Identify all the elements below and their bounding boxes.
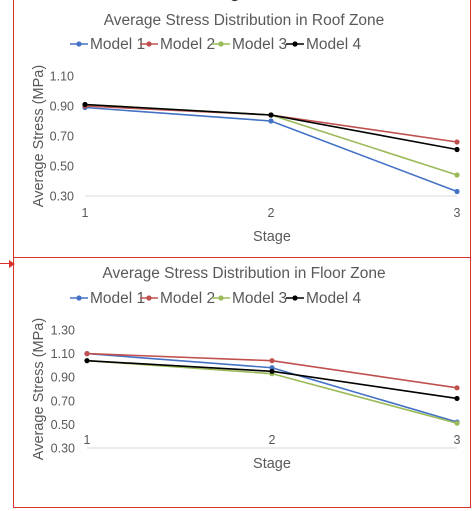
- data-point: [454, 139, 460, 145]
- panel-divider: [13, 257, 471, 258]
- legend-label: Model 1: [90, 290, 145, 307]
- legend-label: Model 3: [232, 290, 287, 307]
- pointer-line: [0, 263, 11, 264]
- data-point: [84, 358, 90, 364]
- data-point: [82, 101, 88, 108]
- x-tick-label: 3: [454, 433, 461, 447]
- x-tick-label: 2: [268, 206, 275, 220]
- chart-title: Average Stress Distribution in Floor Zon…: [102, 265, 385, 282]
- x-tick-label: 1: [84, 433, 91, 447]
- chart-roof-zone: Average Stress Distribution in Roof Zone…: [31, 12, 461, 245]
- y-tick-label: 0.90: [51, 371, 75, 385]
- data-point: [268, 118, 274, 124]
- chart-floor-zone: Average Stress Distribution in Floor Zon…: [31, 265, 461, 472]
- y-tick-label: 0.90: [50, 100, 74, 114]
- y-tick-label: 1.30: [51, 324, 75, 338]
- legend-marker: [218, 295, 224, 301]
- chart-title: Average Stress Distribution in Roof Zone: [104, 12, 385, 29]
- data-point: [269, 368, 275, 374]
- clipped-text-fragment: [224, 0, 254, 5]
- data-point: [454, 172, 460, 178]
- legend-marker: [292, 295, 298, 301]
- data-point: [268, 112, 274, 118]
- data-point: [454, 146, 460, 153]
- data-point: [454, 385, 460, 391]
- y-axis-label: Average Stress (MPa): [31, 65, 47, 207]
- x-tick-label: 2: [269, 433, 276, 447]
- figure-border: [13, 0, 471, 508]
- y-tick-label: 0.50: [50, 160, 74, 174]
- legend-label: Model 3: [232, 36, 287, 53]
- legend-label: Model 2: [160, 290, 215, 307]
- legend-marker: [146, 295, 152, 301]
- y-tick-label: 0.30: [51, 442, 75, 456]
- y-tick-label: 0.30: [50, 190, 74, 204]
- x-axis-label: Stage: [253, 456, 291, 472]
- legend-marker: [76, 295, 82, 301]
- x-tick-label: 1: [82, 206, 89, 220]
- data-point: [454, 395, 460, 402]
- legend-label: Model 4: [306, 36, 362, 53]
- legend-label: Model 2: [160, 36, 215, 53]
- y-tick-label: 1.10: [51, 347, 75, 361]
- legend-marker: [146, 41, 152, 47]
- pointer-arrow-icon: [9, 260, 15, 268]
- x-axis-label: Stage: [253, 229, 291, 245]
- x-tick-label: 3: [454, 206, 461, 220]
- y-tick-label: 0.70: [50, 130, 74, 144]
- data-point: [269, 358, 275, 364]
- data-point: [454, 188, 460, 195]
- data-point: [454, 420, 460, 426]
- legend-label: Model 1: [90, 36, 145, 53]
- y-tick-label: 0.70: [51, 394, 75, 408]
- legend-marker: [218, 41, 224, 47]
- y-tick-label: 0.50: [51, 418, 75, 432]
- legend-marker: [76, 41, 82, 47]
- legend-label: Model 4: [306, 290, 362, 307]
- legend-marker: [292, 41, 298, 47]
- y-tick-label: 1.10: [50, 70, 74, 84]
- y-axis-label: Average Stress (MPa): [31, 318, 47, 460]
- data-point: [84, 351, 90, 357]
